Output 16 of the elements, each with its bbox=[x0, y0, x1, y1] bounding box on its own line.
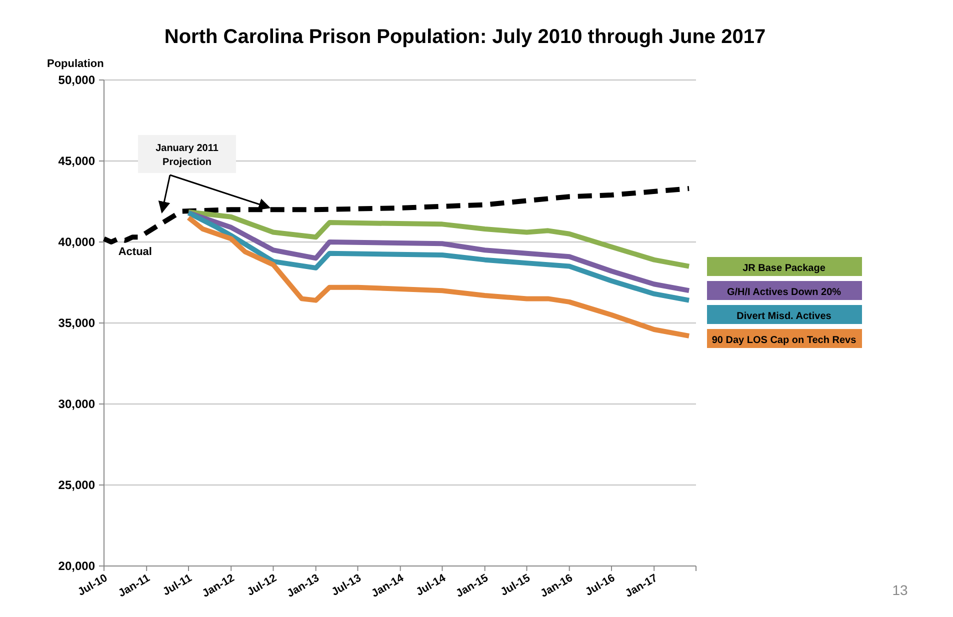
y-tick-label: 45,000 bbox=[58, 154, 96, 168]
y-tick-label: 20,000 bbox=[58, 559, 96, 573]
y-tick-label: 40,000 bbox=[58, 235, 96, 249]
text: Divert Misd. Actives bbox=[736, 311, 832, 322]
chart-title: North Carolina Prison Population: July 2010 through June 2017 bbox=[164, 26, 766, 48]
text: 90 Day LOS Cap on Tech Revs bbox=[712, 335, 857, 346]
y-tick-label: 35,000 bbox=[58, 316, 96, 330]
y-tick-label: 25,000 bbox=[58, 478, 96, 492]
y-axis-title: Population bbox=[47, 58, 104, 70]
annotation: January 2011 Projection bbox=[156, 143, 219, 168]
text: 13 bbox=[892, 582, 908, 598]
y-tick-label: 50,000 bbox=[58, 73, 96, 87]
text: G/H/I Actives Down 20% bbox=[726, 287, 842, 298]
annotation: Actual bbox=[118, 246, 152, 258]
text: JR Base Package bbox=[742, 263, 826, 274]
y-tick-label: 30,000 bbox=[58, 397, 96, 411]
